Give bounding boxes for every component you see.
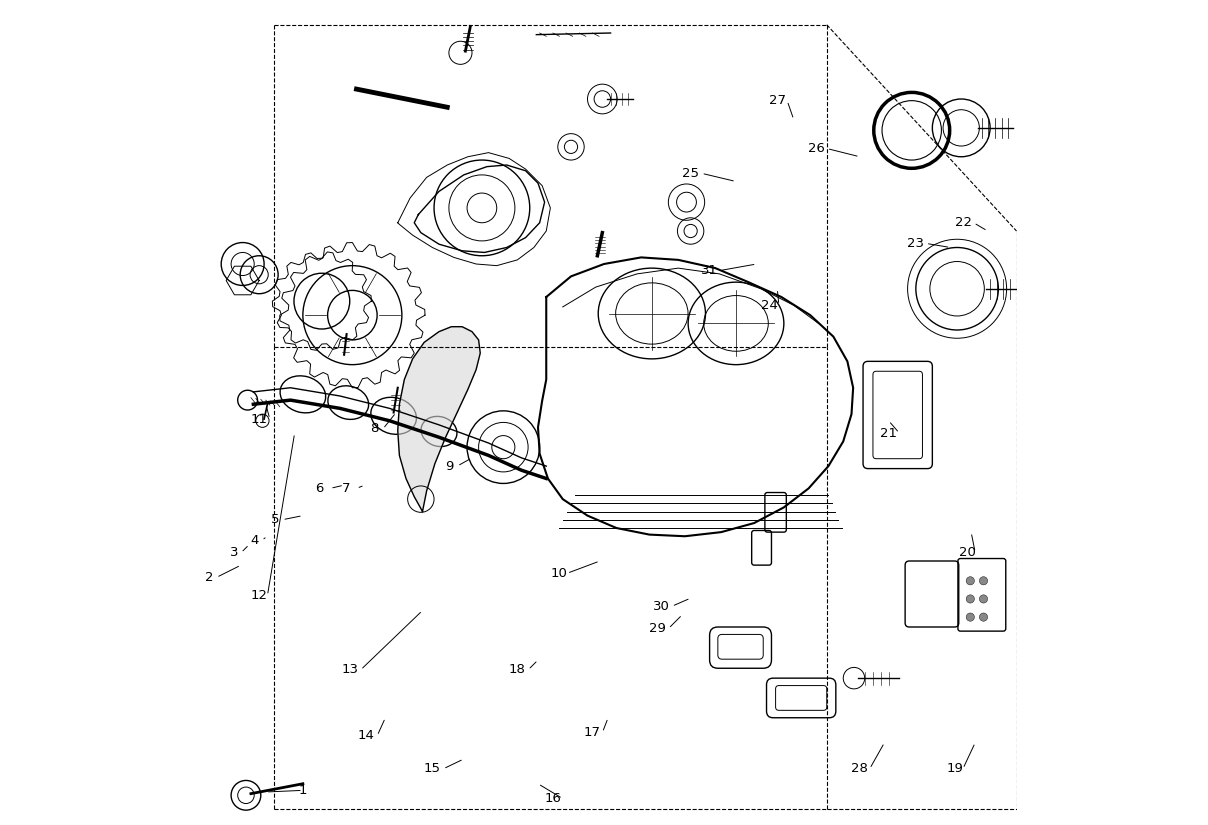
Text: 17: 17: [583, 726, 600, 739]
Text: 4: 4: [251, 534, 260, 547]
Text: 12: 12: [250, 589, 268, 602]
Text: 5: 5: [272, 513, 280, 526]
Text: 7: 7: [342, 482, 350, 495]
Circle shape: [980, 613, 988, 621]
Circle shape: [980, 595, 988, 603]
Text: 19: 19: [946, 762, 963, 776]
Circle shape: [966, 577, 975, 585]
Circle shape: [966, 613, 975, 621]
Text: 14: 14: [358, 729, 374, 742]
Text: 1: 1: [298, 784, 307, 797]
Text: 20: 20: [959, 546, 975, 559]
Text: 2: 2: [205, 571, 214, 584]
Text: 23: 23: [907, 237, 924, 250]
Polygon shape: [397, 327, 481, 512]
Text: 10: 10: [550, 567, 567, 580]
Circle shape: [980, 577, 988, 585]
Text: 24: 24: [761, 299, 778, 312]
Text: 26: 26: [808, 142, 825, 155]
Text: 6: 6: [315, 482, 324, 495]
Text: 9: 9: [445, 460, 453, 473]
Text: 25: 25: [683, 167, 699, 180]
Text: 3: 3: [231, 546, 239, 559]
Text: 13: 13: [342, 663, 359, 676]
Text: 28: 28: [852, 762, 869, 776]
Text: 18: 18: [509, 663, 525, 676]
Text: 22: 22: [956, 216, 972, 229]
Text: 29: 29: [649, 622, 666, 635]
Text: 16: 16: [545, 792, 562, 805]
Circle shape: [966, 595, 975, 603]
Text: 11: 11: [250, 412, 268, 426]
Text: 8: 8: [371, 422, 379, 436]
Text: 31: 31: [701, 264, 718, 277]
Text: 30: 30: [654, 600, 670, 613]
Text: 15: 15: [424, 762, 441, 776]
Text: 21: 21: [881, 427, 898, 440]
Text: 27: 27: [768, 94, 785, 107]
